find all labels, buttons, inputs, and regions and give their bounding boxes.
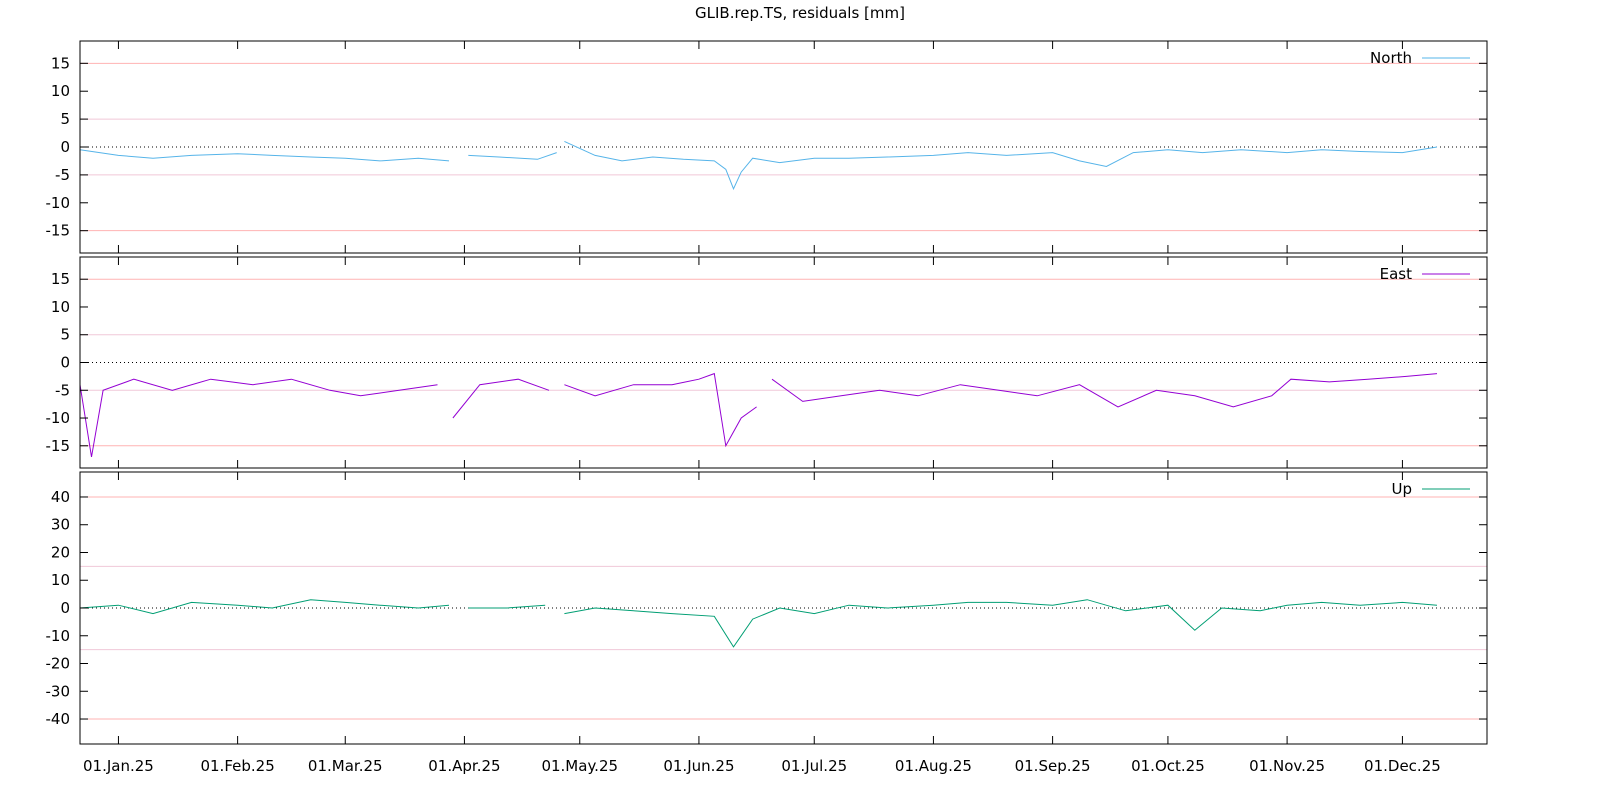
x-tick-label: 01.Aug.25 [895,757,972,775]
x-tick-label: 01.Mar.25 [308,757,383,775]
series-line-east [79,378,438,457]
panel-frame-up [79,471,1488,745]
y-tick-label: -5 [55,166,70,184]
y-tick-label: -20 [46,655,71,673]
y-tick-label: 15 [51,270,70,288]
legend-label-up: Up [1391,480,1412,498]
y-tick-label: 0 [60,599,70,617]
series-line-up [79,599,450,615]
y-tick-label: -10 [46,409,71,427]
y-tick-label: 10 [51,571,70,589]
series-line-east [771,373,1438,408]
legend-label-east: East [1380,265,1412,283]
x-tick-label: 01.May.25 [541,757,618,775]
x-tick-label: 01.Oct.25 [1131,757,1205,775]
x-tick-label: 01.Feb.25 [200,757,274,775]
y-tick-label: 15 [51,54,70,72]
series-line-north [564,140,1438,191]
x-tick-label: 01.Apr.25 [428,757,500,775]
y-tick-label: 0 [60,354,70,372]
x-tick-label: 01.Jan.25 [83,757,154,775]
series-line-up [564,599,1438,648]
series-line-east [564,372,757,448]
x-tick-label: 01.Dec.25 [1364,757,1441,775]
x-tick-label: 01.Jun.25 [663,757,734,775]
panel-frame-north [79,40,1488,254]
series-line-north [79,149,450,162]
series-line-east [452,378,550,419]
panel-frame-east [79,256,1488,469]
y-tick-label: 0 [60,138,70,156]
y-tick-label: -40 [46,710,71,728]
y-tick-label: 10 [51,82,70,100]
y-tick-label: 5 [60,326,70,344]
y-tick-label: -10 [46,194,71,212]
y-tick-label: -10 [46,627,71,645]
series-line-north [468,152,557,160]
y-tick-label: 40 [51,488,70,506]
y-tick-label: 5 [60,110,70,128]
legend-label-north: North [1370,49,1412,67]
y-tick-label: 10 [51,298,70,316]
x-tick-label: 01.Jul.25 [781,757,847,775]
y-tick-label: -5 [55,381,70,399]
y-tick-label: -15 [46,222,71,240]
y-tick-label: -30 [46,682,71,700]
y-tick-label: -15 [46,437,71,455]
y-tick-label: 30 [51,516,70,534]
x-tick-label: 01.Nov.25 [1249,757,1325,775]
x-tick-label: 01.Sep.25 [1015,757,1091,775]
chart-title: GLIB.rep.TS, residuals [mm] [695,4,905,22]
y-tick-label: 20 [51,543,70,561]
series-line-up [468,604,546,609]
